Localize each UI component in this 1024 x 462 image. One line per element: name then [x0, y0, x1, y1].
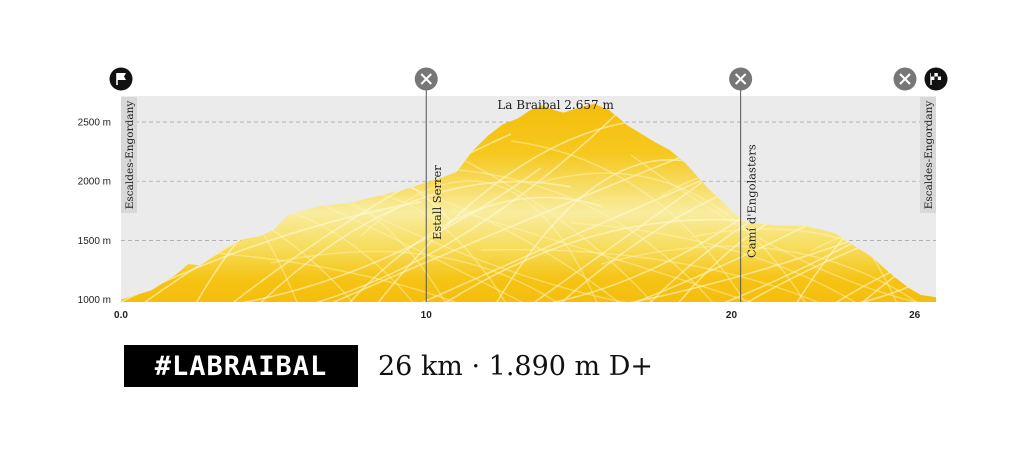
elevation-profile-chart: 1000 m 1500 m 2000 m 2500 m 0.0 10 20 26 La Bra…	[78, 67, 1024, 321]
texture-line	[630, 154, 936, 302]
x-tick-label: 10	[421, 310, 433, 321]
texture-line	[270, 250, 572, 302]
waypoint-label: Camí d'Engolasters	[745, 144, 759, 258]
peak-label: La Braibal 2.657 m	[497, 98, 614, 112]
start-flag-icon	[109, 67, 133, 91]
y-tick-label: 2500 m	[78, 118, 111, 129]
texture-line	[941, 146, 1024, 312]
texture-line	[1001, 112, 1024, 312]
endpoint-label-panel	[121, 97, 137, 213]
y-tick-label: 1000 m	[78, 295, 111, 306]
y-tick-label: 2000 m	[78, 177, 111, 188]
texture-line	[420, 167, 722, 302]
endpoint-label: Escaldes-Engordany	[923, 101, 935, 210]
x-tick-label: 20	[726, 310, 738, 321]
texture-line	[220, 133, 512, 302]
texture-line	[160, 167, 542, 302]
elevation-area	[121, 103, 936, 302]
texture-line	[340, 196, 602, 302]
texture-line	[820, 213, 936, 302]
texture-line	[510, 140, 752, 302]
food-station-icon	[414, 67, 438, 91]
endpoint-label: Escaldes-Engordany	[124, 101, 136, 210]
texture-line	[480, 248, 842, 302]
texture-line	[450, 208, 782, 302]
texture-line	[570, 222, 872, 302]
texture-line	[280, 103, 632, 302]
texture-line	[430, 218, 782, 302]
texture-line	[540, 172, 812, 302]
y-tick-label: 1500 m	[78, 236, 111, 247]
hashtag-text: #LABRAIBAL	[154, 350, 328, 382]
endpoint-label-panel	[920, 97, 936, 213]
texture-line	[930, 264, 936, 302]
food-station-icon	[893, 67, 917, 91]
waypoint-label: Estall Serrer	[430, 165, 444, 240]
x-tick-label: 0.0	[114, 310, 128, 321]
texture-line	[991, 197, 1024, 312]
x-tick-label: 26	[909, 310, 921, 321]
texture-line	[370, 118, 662, 302]
route-stats: 26 km · 1.890 m D+	[378, 350, 653, 382]
texture-line	[850, 126, 936, 302]
texture-line	[961, 149, 1024, 312]
texture-line	[600, 245, 932, 302]
food-station-icon	[729, 67, 753, 91]
texture-line	[971, 185, 1024, 312]
texture-line	[330, 194, 692, 302]
texture-line	[400, 171, 722, 302]
texture-line	[250, 180, 572, 302]
finish-flag-icon	[924, 67, 948, 91]
hashtag-badge: #LABRAIBAL	[124, 345, 358, 387]
texture-line	[360, 180, 602, 302]
